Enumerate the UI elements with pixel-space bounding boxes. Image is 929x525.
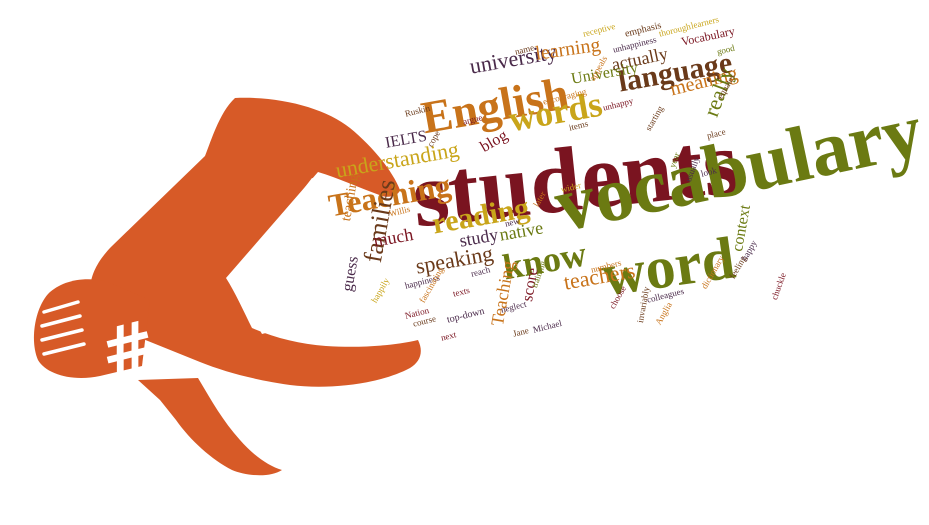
mouthpiece-ridges (40, 300, 86, 356)
cloud-word: Willis (387, 203, 412, 219)
cloud-word: good (715, 42, 736, 57)
cloud-word: much (371, 224, 415, 251)
cloud-word: Anglia (653, 300, 675, 327)
megaphone-icon (33, 97, 421, 476)
cloud-word: reach (469, 264, 492, 279)
cloud-word: top-down (445, 305, 486, 326)
cloud-word: unhappy (601, 95, 635, 113)
cloud-word: next (439, 329, 458, 343)
cloud-word: happily (369, 276, 392, 305)
cloud-word: chuckle (769, 271, 789, 302)
megaphone-handle (138, 378, 282, 476)
cloud-word: Jane (511, 325, 530, 339)
cloud-word: study (457, 224, 500, 251)
cloud-word: guess (339, 254, 362, 293)
cloud-word: Teaching (487, 259, 519, 328)
cloud-word: texts (451, 284, 471, 299)
cloud-word: Michael (531, 317, 563, 335)
megaphone-bell-inner (232, 178, 378, 334)
megaphone-bell (90, 97, 421, 387)
cloud-word: learning (533, 33, 602, 65)
megaphone-mouthpiece (33, 279, 151, 379)
